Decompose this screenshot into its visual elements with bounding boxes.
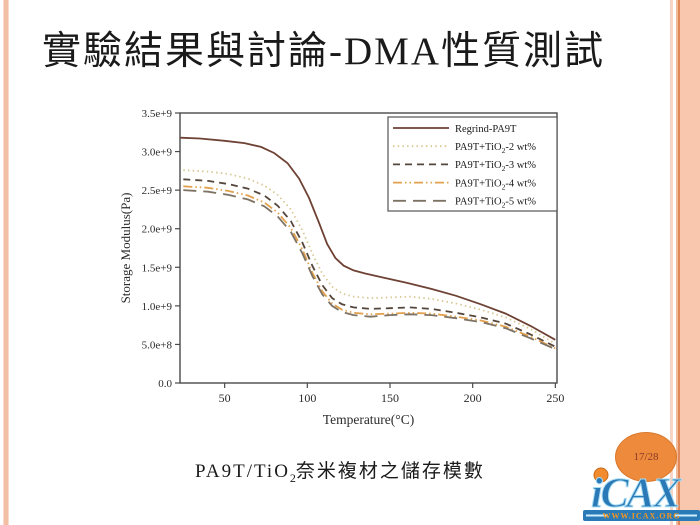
legend-box xyxy=(387,116,558,212)
caption-prefix: PA9T/TiO xyxy=(195,461,290,482)
legend-label: PA9T+TiO2-3 wt% xyxy=(455,160,536,173)
y-axis-title: Storage Modulus(Pa) xyxy=(118,193,133,304)
y-tick-label: 1.5e+9 xyxy=(142,262,173,274)
logo-url-text: WWW.ICAX.ORG xyxy=(603,512,681,521)
page-number-badge: 17/28 xyxy=(615,432,677,482)
logo-banner-line-left xyxy=(586,514,608,517)
x-tick-label: 200 xyxy=(464,391,482,405)
legend-label: PA9T+TiO2-4 wt% xyxy=(455,178,536,191)
chart-container: 0.0 5.0e+8 1.0e+9 1.5e+9 2.0e+9 2.5e+9 3.0e+9 3… xyxy=(100,95,580,440)
icax-logo: iCAX WWW.ICAX.ORG xyxy=(583,466,700,525)
series-curve xyxy=(183,178,556,348)
y-tick-label: 3.5e+9 xyxy=(142,108,173,120)
legend-label: PA9T+TiO2-5 wt% xyxy=(455,197,536,210)
series-curve xyxy=(183,169,556,345)
series-curve xyxy=(183,189,556,350)
caption-suffix: 奈米複材之儲存模數 xyxy=(295,461,485,482)
right-border-stripes xyxy=(667,0,700,525)
y-tick-label: 0.0 xyxy=(158,378,172,390)
slide-title: 實驗結果與討論-DMA性質測試 xyxy=(42,30,605,73)
caption-subscript: 2 xyxy=(289,470,296,485)
icax-logo-graphic: iCAX WWW.ICAX.ORG xyxy=(583,467,700,521)
x-tick-label: 100 xyxy=(298,391,316,405)
page-number-text: 17/28 xyxy=(633,451,659,463)
series-curve xyxy=(179,136,556,341)
legend-label: PA9T+TiO2-2 wt% xyxy=(455,142,536,155)
y-tick-label: 2.0e+9 xyxy=(142,224,173,236)
logo-orange-ball-icon xyxy=(593,467,609,483)
legend-label: Regrind-PA9T xyxy=(455,124,517,135)
logo-text: iCAX xyxy=(591,471,682,517)
y-tick-label: 5.0e+8 xyxy=(142,339,173,351)
chart-caption: PA9T/TiO2奈米複材之儲存模數 xyxy=(0,456,680,486)
logo-banner xyxy=(583,510,700,521)
y-tick-label: 3.0e+9 xyxy=(142,147,173,159)
left-border-stripe xyxy=(3,0,9,525)
y-tick-label: 1.0e+9 xyxy=(142,301,173,313)
x-tick-label: 50 xyxy=(219,391,231,405)
y-tick-label: 2.5e+9 xyxy=(142,185,173,197)
plot-frame xyxy=(179,112,558,384)
series-curve xyxy=(183,185,556,350)
dma-line-chart: 0.0 5.0e+8 1.0e+9 1.5e+9 2.0e+9 2.5e+9 3.0e+9 3… xyxy=(118,108,564,427)
logo-banner-line-right xyxy=(675,514,697,517)
x-tick-label: 250 xyxy=(546,391,564,405)
x-axis-title: Temperature(°C) xyxy=(323,412,414,427)
x-tick-label: 150 xyxy=(381,391,399,405)
